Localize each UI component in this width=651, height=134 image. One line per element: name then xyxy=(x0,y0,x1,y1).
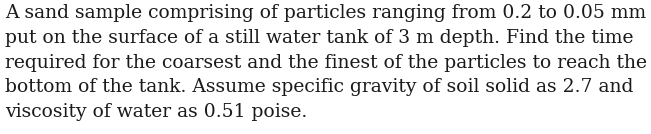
Text: bottom of the tank. Assume specific gravity of soil solid as 2.7 and: bottom of the tank. Assume specific grav… xyxy=(5,78,633,96)
Text: viscosity of water as 0.51 poise.: viscosity of water as 0.51 poise. xyxy=(5,103,307,121)
Text: A sand sample comprising of particles ranging from 0.2 to 0.05 mm is: A sand sample comprising of particles ra… xyxy=(5,4,651,22)
Text: required for the coarsest and the finest of the particles to reach the: required for the coarsest and the finest… xyxy=(5,54,647,72)
Text: put on the surface of a still water tank of 3 m depth. Find the time: put on the surface of a still water tank… xyxy=(5,29,633,47)
